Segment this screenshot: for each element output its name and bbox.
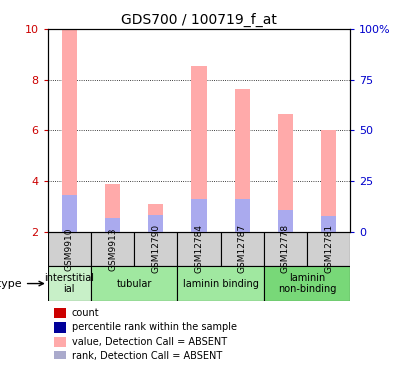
Bar	[62, 195, 77, 232]
FancyBboxPatch shape	[307, 232, 350, 266]
Text: GSM12784: GSM12784	[195, 224, 203, 273]
Bar	[191, 66, 207, 232]
Bar	[105, 183, 120, 232]
Text: GSM12787: GSM12787	[238, 224, 247, 273]
FancyBboxPatch shape	[178, 232, 220, 266]
Text: GSM9910: GSM9910	[65, 227, 74, 270]
FancyBboxPatch shape	[264, 266, 350, 301]
Text: tubular: tubular	[117, 279, 152, 288]
Text: GSM12790: GSM12790	[151, 224, 160, 273]
Bar	[148, 204, 163, 232]
FancyBboxPatch shape	[91, 232, 134, 266]
Bar	[235, 199, 250, 232]
Text: interstitial
ial: interstitial ial	[44, 273, 94, 294]
Text: rank, Detection Call = ABSENT: rank, Detection Call = ABSENT	[72, 351, 222, 361]
Bar	[54, 308, 66, 318]
Bar	[54, 322, 66, 333]
FancyBboxPatch shape	[220, 232, 264, 266]
FancyBboxPatch shape	[134, 232, 178, 266]
Text: GSM9913: GSM9913	[108, 227, 117, 270]
Bar	[191, 199, 207, 232]
Text: value, Detection Call = ABSENT: value, Detection Call = ABSENT	[72, 337, 227, 347]
Text: GSM12781: GSM12781	[324, 224, 333, 273]
Title: GDS700 / 100719_f_at: GDS700 / 100719_f_at	[121, 13, 277, 27]
FancyBboxPatch shape	[91, 266, 178, 301]
Bar	[278, 114, 293, 232]
Bar	[148, 215, 163, 232]
Bar	[54, 337, 66, 347]
Bar	[278, 210, 293, 232]
Bar	[105, 218, 120, 232]
Text: count: count	[72, 308, 100, 318]
FancyBboxPatch shape	[178, 266, 264, 301]
Bar	[321, 130, 336, 232]
FancyBboxPatch shape	[264, 232, 307, 266]
Text: percentile rank within the sample: percentile rank within the sample	[72, 322, 237, 332]
Text: laminin binding: laminin binding	[183, 279, 259, 288]
Bar	[321, 216, 336, 232]
Text: laminin
non-binding: laminin non-binding	[278, 273, 336, 294]
Bar	[54, 351, 66, 362]
Text: GSM12778: GSM12778	[281, 224, 290, 273]
Bar	[62, 29, 77, 232]
Bar	[235, 89, 250, 232]
FancyBboxPatch shape	[48, 232, 91, 266]
Text: cell type: cell type	[0, 279, 43, 288]
FancyBboxPatch shape	[48, 266, 91, 301]
